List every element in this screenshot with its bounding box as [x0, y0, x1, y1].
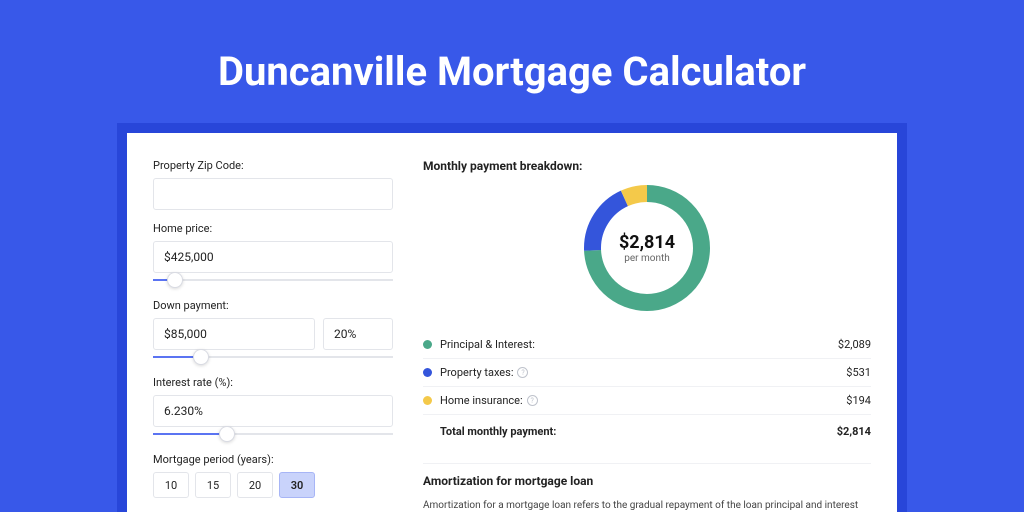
legend-row: Property taxes: ?$531 [423, 359, 871, 387]
interest-rate-label: Interest rate (%): [153, 376, 393, 389]
zip-label: Property Zip Code: [153, 159, 393, 172]
zip-field: Property Zip Code: [153, 159, 393, 210]
mortgage-period-label: Mortgage period (years): [153, 453, 393, 466]
legend-value: $531 [846, 366, 871, 379]
down-payment-input[interactable] [153, 318, 315, 350]
down-payment-slider[interactable] [153, 352, 393, 364]
legend-value: $194 [846, 394, 871, 407]
period-option-10[interactable]: 10 [153, 472, 189, 498]
interest-rate-input[interactable] [153, 395, 393, 427]
home-price-field: Home price: [153, 222, 393, 287]
info-icon[interactable]: ? [527, 395, 538, 406]
mortgage-period-options: 10152030 [153, 472, 393, 498]
period-option-30[interactable]: 30 [279, 472, 315, 498]
amortization-heading: Amortization for mortgage loan [423, 463, 871, 488]
donut-amount: $2,814 [619, 232, 675, 253]
interest-rate-slider[interactable] [153, 429, 393, 441]
period-option-20[interactable]: 20 [237, 472, 273, 498]
legend-dot [423, 396, 432, 405]
breakdown-column: Monthly payment breakdown: $2,814 per mo… [423, 159, 871, 512]
donut-sublabel: per month [624, 253, 670, 264]
legend-value: $2,089 [838, 338, 871, 351]
down-payment-pct-input[interactable] [323, 318, 393, 350]
home-price-slider-thumb[interactable] [167, 272, 183, 288]
legend-label: Principal & Interest: [440, 338, 838, 351]
legend-total-row: Total monthly payment:$2,814 [423, 415, 871, 445]
panel-shadow: Property Zip Code: Home price: Down paym… [117, 123, 907, 512]
legend-label: Property taxes: ? [440, 366, 846, 379]
info-icon[interactable]: ? [517, 367, 528, 378]
zip-input[interactable] [153, 178, 393, 210]
page-title: Duncanville Mortgage Calculator [218, 48, 806, 95]
donut-chart: $2,814 per month [423, 185, 871, 311]
interest-rate-slider-thumb[interactable] [219, 426, 235, 442]
interest-rate-field: Interest rate (%): [153, 376, 393, 441]
page-root: Duncanville Mortgage Calculator Property… [0, 0, 1024, 512]
legend-row: Home insurance: ?$194 [423, 387, 871, 415]
down-payment-field: Down payment: [153, 299, 393, 364]
period-option-15[interactable]: 15 [195, 472, 231, 498]
calculator-panel: Property Zip Code: Home price: Down paym… [127, 133, 897, 512]
home-price-slider[interactable] [153, 275, 393, 287]
home-price-label: Home price: [153, 222, 393, 235]
total-label: Total monthly payment: [440, 425, 837, 438]
inputs-column: Property Zip Code: Home price: Down paym… [153, 159, 393, 512]
legend-row: Principal & Interest:$2,089 [423, 331, 871, 359]
breakdown-legend: Principal & Interest:$2,089Property taxe… [423, 331, 871, 445]
mortgage-period-field: Mortgage period (years): 10152030 [153, 453, 393, 498]
total-value: $2,814 [837, 425, 871, 438]
donut-center: $2,814 per month [584, 185, 710, 311]
amortization-body: Amortization for a mortgage loan refers … [423, 498, 871, 512]
legend-dot [423, 340, 432, 349]
breakdown-heading: Monthly payment breakdown: [423, 159, 871, 173]
legend-dot [423, 368, 432, 377]
home-price-input[interactable] [153, 241, 393, 273]
down-payment-label: Down payment: [153, 299, 393, 312]
down-payment-slider-thumb[interactable] [193, 349, 209, 365]
legend-label: Home insurance: ? [440, 394, 846, 407]
